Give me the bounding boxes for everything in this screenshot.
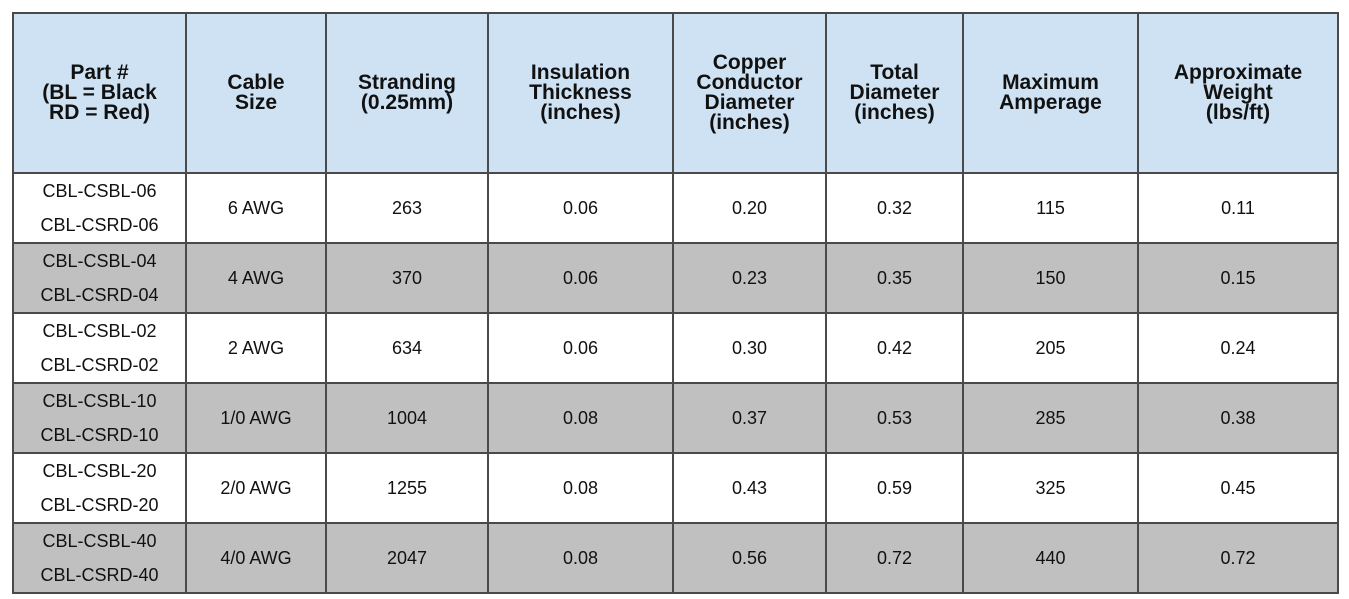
data-cell: 325 [962, 452, 1139, 524]
cell-line: Copper [712, 51, 787, 74]
data-cell: 0.53 [825, 382, 964, 454]
data-cell: CBL-CSBL-06 CBL-CSRD-06 [12, 172, 187, 244]
data-cell: 2/0 AWG [185, 452, 327, 524]
cell-line: Approximate [1173, 61, 1303, 84]
data-cell: 0.59 [825, 452, 964, 524]
data-cell: 0.06 [487, 172, 674, 244]
cell-line: (0.25mm) [360, 91, 454, 114]
data-cell: 205 [962, 312, 1139, 384]
cell-line: Stranding [358, 71, 456, 94]
data-cell: 0.08 [487, 522, 674, 594]
cell-line: (lbs/ft) [1205, 101, 1271, 124]
header-cell: Stranding (0.25mm) [325, 12, 489, 174]
data-cell: 0.43 [672, 452, 827, 524]
data-cell: 0.20 [672, 172, 827, 244]
data-cell: 4 AWG [185, 242, 327, 314]
cell-line: Part # [70, 61, 129, 84]
cell-line: CBL-CSBL-40 [42, 531, 157, 551]
data-cell: 0.11 [1137, 172, 1339, 244]
cell-line: Thickness [529, 81, 632, 104]
data-cell: 115 [962, 172, 1139, 244]
cell-line: (inches) [540, 101, 621, 124]
cell-line: CBL-CSBL-02 [42, 321, 157, 341]
cell-line: CBL-CSRD-40 [40, 565, 159, 585]
spec-table: Part # (BL = Black RD = Red) Cable Size Stran… [12, 12, 1339, 594]
header-cell: Insulation Thickness (inches) [487, 12, 674, 174]
data-cell: 285 [962, 382, 1139, 454]
data-cell: 634 [325, 312, 489, 384]
data-row: CBL-CSBL-40 CBL-CSRD-40 4/0 AWG 2047 0.08 0.5… [12, 522, 1339, 594]
header-cell: Approximate Weight (lbs/ft) [1137, 12, 1339, 174]
cell-line: (inches) [709, 111, 790, 134]
data-cell: 0.06 [487, 242, 674, 314]
data-cell: 150 [962, 242, 1139, 314]
cell-line: Amperage [999, 91, 1102, 114]
cell-line: Cable [227, 71, 285, 94]
cell-line: Weight [1203, 81, 1273, 104]
cell-line: CBL-CSBL-06 [42, 181, 157, 201]
data-cell: 1/0 AWG [185, 382, 327, 454]
cell-line: Insulation [530, 61, 631, 84]
data-row: CBL-CSBL-04 CBL-CSRD-04 4 AWG 370 0.06 0.23 0.… [12, 242, 1339, 314]
cell-line: CBL-CSRD-04 [40, 285, 159, 305]
data-cell: 0.38 [1137, 382, 1339, 454]
data-row: CBL-CSBL-20 CBL-CSRD-20 2/0 AWG 1255 0.08 0.4… [12, 452, 1339, 524]
header-cell: Total Diameter (inches) [825, 12, 964, 174]
header-row: Part # (BL = Black RD = Red) Cable Size Stran… [12, 12, 1339, 174]
data-cell: 0.23 [672, 242, 827, 314]
data-cell: 0.72 [825, 522, 964, 594]
data-cell: 0.15 [1137, 242, 1339, 314]
cell-line: CBL-CSRD-10 [40, 425, 159, 445]
cell-line: Diameter [704, 91, 795, 114]
header-cell: Cable Size [185, 12, 327, 174]
cell-line: Total [870, 61, 919, 84]
header-cell: Maximum Amperage [962, 12, 1139, 174]
data-cell: 1004 [325, 382, 489, 454]
header-cell: Part # (BL = Black RD = Red) [12, 12, 187, 174]
data-row: CBL-CSBL-06 CBL-CSRD-06 6 AWG 263 0.06 0.20 0.… [12, 172, 1339, 244]
cell-line: (BL = Black [42, 81, 157, 104]
data-cell: 2 AWG [185, 312, 327, 384]
cell-line: Size [234, 91, 278, 114]
data-cell: CBL-CSBL-04 CBL-CSRD-04 [12, 242, 187, 314]
cell-line: RD = Red) [49, 101, 150, 124]
cell-line: CBL-CSBL-20 [42, 461, 157, 481]
data-cell: CBL-CSBL-40 CBL-CSRD-40 [12, 522, 187, 594]
data-cell: 263 [325, 172, 489, 244]
cell-line: CBL-CSRD-02 [40, 355, 159, 375]
data-cell: 0.30 [672, 312, 827, 384]
data-cell: 370 [325, 242, 489, 314]
data-cell: 0.37 [672, 382, 827, 454]
cell-line: CBL-CSBL-04 [42, 251, 157, 271]
data-cell: 0.24 [1137, 312, 1339, 384]
data-cell: 0.42 [825, 312, 964, 384]
cell-line: Maximum [1002, 71, 1099, 94]
data-cell: 0.56 [672, 522, 827, 594]
data-cell: CBL-CSBL-20 CBL-CSRD-20 [12, 452, 187, 524]
data-cell: 0.35 [825, 242, 964, 314]
cell-line: Conductor [696, 71, 803, 94]
cell-line: (inches) [854, 101, 935, 124]
data-cell: 440 [962, 522, 1139, 594]
cell-line: CBL-CSRD-06 [40, 215, 159, 235]
cell-line: Diameter [849, 81, 940, 104]
data-row: CBL-CSBL-02 CBL-CSRD-02 2 AWG 634 0.06 0.30 0.… [12, 312, 1339, 384]
data-cell: 0.45 [1137, 452, 1339, 524]
data-cell: 0.08 [487, 382, 674, 454]
cell-line: CBL-CSBL-10 [42, 391, 157, 411]
data-cell: 2047 [325, 522, 489, 594]
data-cell: CBL-CSBL-10 CBL-CSRD-10 [12, 382, 187, 454]
data-cell: 1255 [325, 452, 489, 524]
data-cell: CBL-CSBL-02 CBL-CSRD-02 [12, 312, 187, 384]
data-cell: 6 AWG [185, 172, 327, 244]
data-cell: 0.72 [1137, 522, 1339, 594]
data-cell: 4/0 AWG [185, 522, 327, 594]
cell-line: CBL-CSRD-20 [40, 495, 159, 515]
data-cell: 0.32 [825, 172, 964, 244]
header-cell: Copper Conductor Diameter (inches) [672, 12, 827, 174]
data-cell: 0.06 [487, 312, 674, 384]
data-cell: 0.08 [487, 452, 674, 524]
spec-table-container: Part # (BL = Black RD = Red) Cable Size Stran… [12, 12, 1339, 594]
data-row: CBL-CSBL-10 CBL-CSRD-10 1/0 AWG 1004 0.08 0.3… [12, 382, 1339, 454]
